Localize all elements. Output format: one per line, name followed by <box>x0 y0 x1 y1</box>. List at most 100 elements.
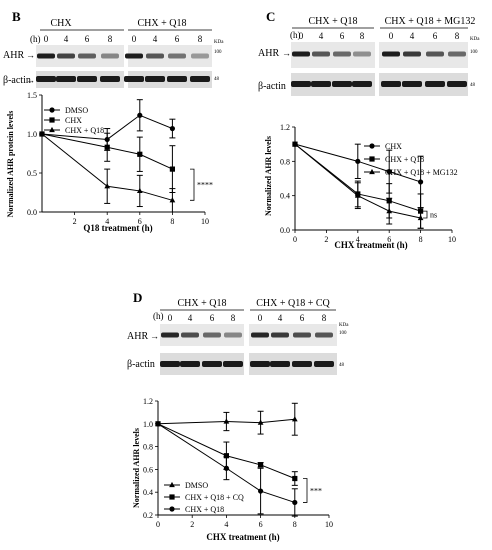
panel-c: C (h) CHX + Q18 CHX + Q18 + MG132 0 4 6 … <box>258 9 480 250</box>
blot-time-label: 6 <box>210 313 215 323</box>
y-tick-label: 1.2 <box>143 397 153 406</box>
y-axis-label: Normalized AHR levels <box>132 428 141 508</box>
series-line <box>157 423 295 503</box>
panel-b: B (h) CHX CHX + Q18 0 4 6 8 0 4 6 8 AHR … <box>3 9 224 233</box>
panel-letter-b: B <box>12 9 21 24</box>
y-tick-label: 0.5 <box>27 169 37 178</box>
legend-label: CHX + Q18 <box>385 155 424 164</box>
blot-band-actin <box>291 81 311 87</box>
data-point-circle <box>369 143 375 149</box>
blot-marker-100: 100 <box>214 50 222 55</box>
blot-h-label: (h) <box>290 30 301 40</box>
data-point-square <box>369 156 375 162</box>
panel-letter-c: C <box>266 9 275 24</box>
blot-band-ahr <box>403 51 421 57</box>
blot-row-label-ahr: AHR <box>258 48 279 59</box>
blot-marker-48: 48 <box>214 77 220 82</box>
x-tick-label: 2 <box>324 235 328 244</box>
blot-time-label: 0 <box>389 31 394 41</box>
panel-d: D (h) CHX + Q18 CHX + Q18 + CQ 0 4 6 8 0… <box>127 290 349 542</box>
blot-band-ahr <box>37 53 55 59</box>
legend-label: CHX + Q18 + CQ <box>185 493 244 502</box>
blot-band-actin <box>292 361 312 367</box>
x-tick-label: 10 <box>325 520 333 529</box>
blot-time-label: 6 <box>300 313 305 323</box>
legend-label: CHX + Q18 <box>65 126 104 135</box>
x-axis-label: Q18 treatment (h) <box>83 223 152 233</box>
data-point-circle <box>223 465 229 471</box>
x-tick-label: 4 <box>356 235 360 244</box>
blot-band-actin <box>447 81 467 87</box>
legend-label: DMSO <box>185 481 208 490</box>
blot-band-actin <box>352 81 372 87</box>
data-point-circle <box>169 125 175 132</box>
legend-label: CHX + Q18 + MG132 <box>385 168 458 177</box>
series-line <box>41 114 173 140</box>
data-point-square <box>137 151 143 157</box>
blot-band-ahr <box>125 53 143 59</box>
blot-kda-label: KDa <box>214 40 224 45</box>
blot-band-ahr <box>146 53 164 59</box>
blot-arrow: → <box>150 331 159 341</box>
series-line <box>41 133 173 201</box>
blot-row-label-actin: β-actin <box>3 75 31 86</box>
y-tick-label: 0.0 <box>27 208 37 217</box>
y-tick-label: 0.2 <box>143 511 153 520</box>
x-tick-label: 8 <box>170 217 174 226</box>
blot-kda-label: KDa <box>470 37 480 42</box>
blot-time-label: 8 <box>360 31 365 41</box>
blot-band-actin <box>124 76 144 82</box>
data-point-triangle <box>354 192 361 198</box>
x-tick-label: 4 <box>224 520 228 529</box>
blot-time-label: 0 <box>132 34 137 44</box>
data-point-triangle <box>49 126 55 133</box>
blot-time-label: 0 <box>168 313 173 323</box>
blot-bands-b <box>36 53 210 82</box>
blot-band-ahr <box>203 332 221 338</box>
blot-group-label-1: CHX + Q18 <box>178 298 227 309</box>
blot-time-label: 0 <box>44 34 49 44</box>
blot-time-label: 8 <box>198 34 203 44</box>
blot-band-ahr <box>382 51 400 57</box>
blot-marker-100: 100 <box>339 331 347 336</box>
blot-h-label: (h) <box>153 311 164 321</box>
y-tick-label: 1.0 <box>143 420 153 429</box>
data-point-circle <box>137 112 143 118</box>
series-line <box>41 133 173 170</box>
data-point-circle <box>418 179 424 185</box>
blot-band-actin <box>36 76 56 82</box>
blot-band-actin <box>425 81 445 87</box>
blot-band-ahr <box>426 51 444 57</box>
blot-time-label: 6 <box>85 34 90 44</box>
x-tick-label: 4 <box>105 217 109 226</box>
y-tick-label: 0.4 <box>280 192 290 201</box>
data-point-square <box>258 462 264 468</box>
data-point-circle <box>155 421 161 427</box>
blot-band-actin <box>180 361 200 367</box>
x-tick-label: 6 <box>259 520 263 529</box>
data-point-triangle <box>169 197 176 203</box>
blot-band-ahr <box>333 51 351 57</box>
blot-band-actin <box>314 361 334 367</box>
blot-band-ahr <box>168 53 186 59</box>
blot-band-actin <box>190 76 210 82</box>
chart-d: 0.2 0.4 0.6 0.8 1.0 1.2 0 2 4 6 8 10 DMSO CHX + Q18 +… <box>143 397 333 529</box>
blot-row-label-actin: β-actin <box>127 359 155 370</box>
data-point-square <box>104 144 110 150</box>
data-point-triangle <box>104 183 111 189</box>
x-tick-label: 8 <box>419 235 423 244</box>
data-point-circle <box>258 488 264 494</box>
significance-bracket <box>423 210 428 219</box>
blot-arrow: → <box>282 48 291 58</box>
series-line <box>157 418 295 425</box>
blot-time-label: 6 <box>340 31 345 41</box>
x-tick-label: 8 <box>293 520 297 529</box>
data-point-triangle <box>291 416 298 422</box>
blot-band-ahr <box>57 53 75 59</box>
data-point-circle <box>355 158 361 164</box>
blot-time-label: 6 <box>433 31 438 41</box>
legend-label: CHX <box>65 116 82 125</box>
blot-band-actin <box>311 81 331 87</box>
data-point-circle <box>49 107 55 113</box>
